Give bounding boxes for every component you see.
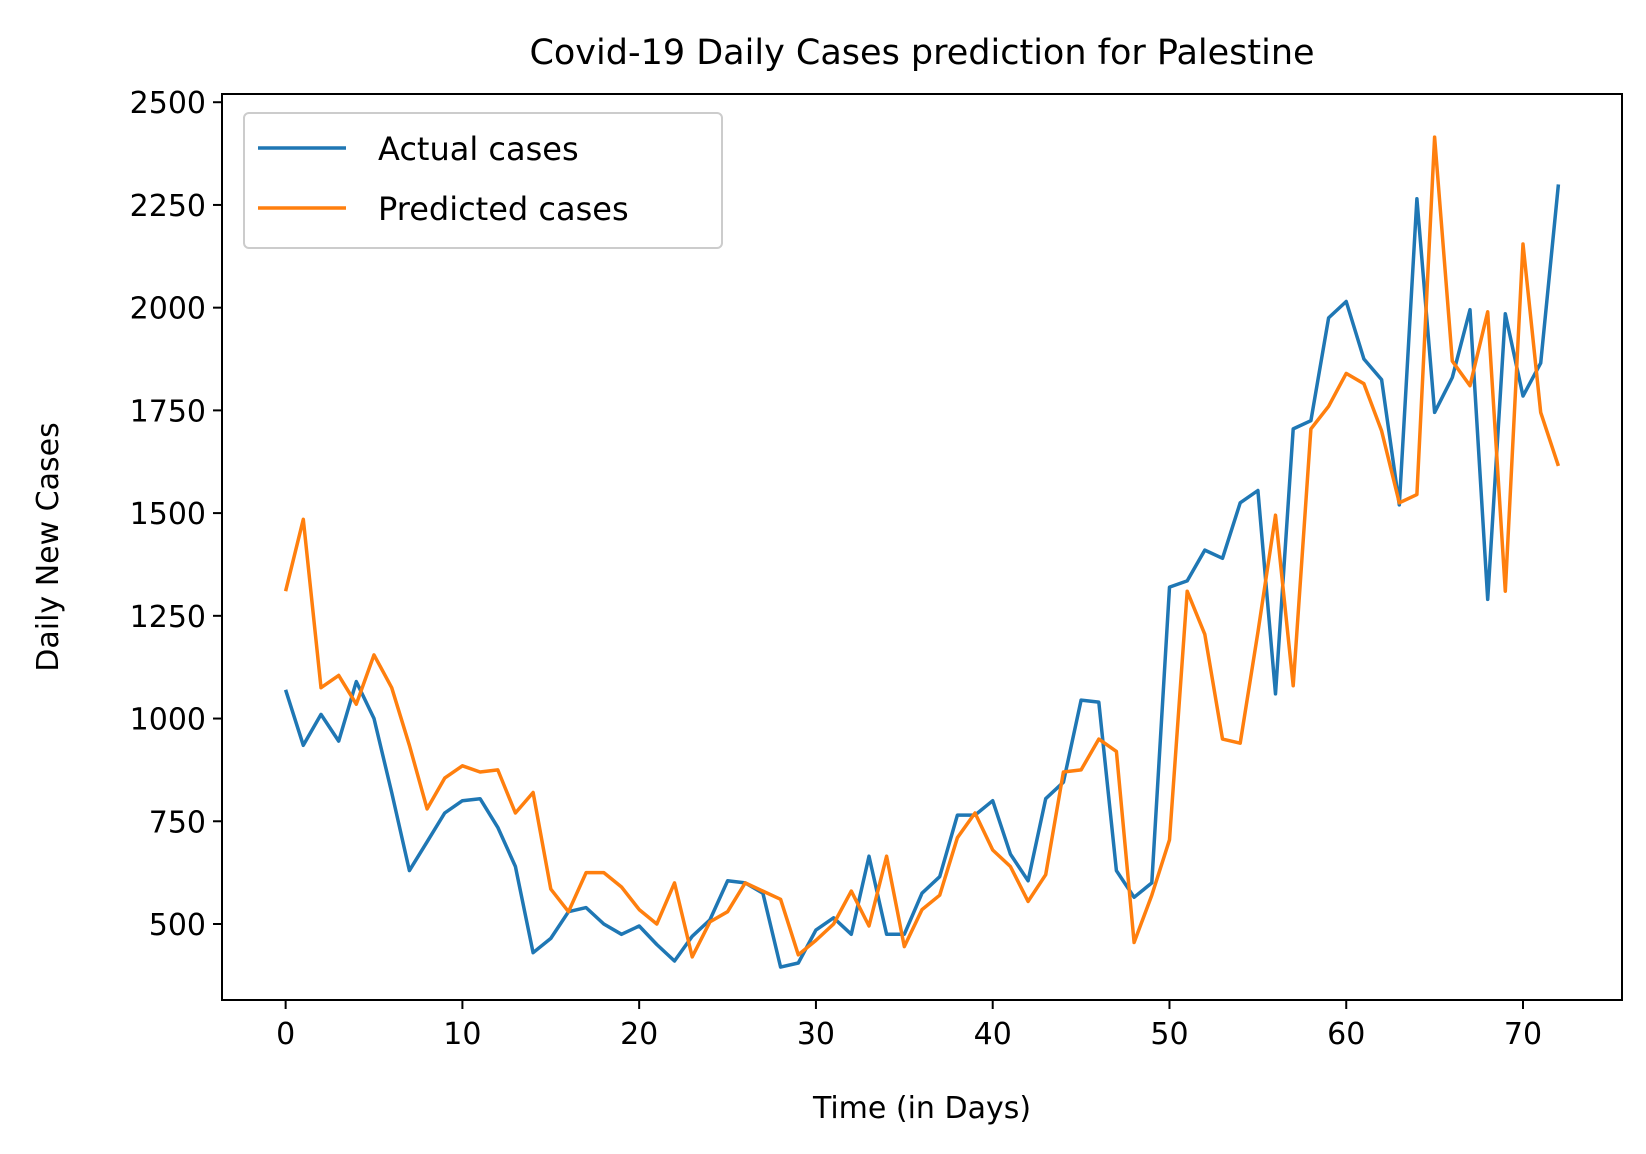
y-axis: 500 750 1000 1250 1500 1750 2000 2250 2500	[130, 86, 222, 943]
legend-box	[243, 112, 723, 249]
plot-frame	[221, 93, 1623, 1001]
x-tick-label: 30	[797, 1017, 835, 1052]
legend: Actual cases Predicted cases	[243, 112, 723, 249]
x-tick-label: 70	[1504, 1017, 1542, 1052]
x-tick-label: 10	[443, 1017, 481, 1052]
x-tick-label: 50	[1150, 1017, 1188, 1052]
x-axis-label: Time (in Days)	[812, 1091, 1031, 1126]
y-tick-label: 1750	[130, 394, 206, 429]
y-tick-label: 1500	[130, 497, 206, 532]
y-tick-label: 1250	[130, 600, 206, 635]
series-line-predicted-cases	[283, 135, 1561, 959]
series-layer	[283, 135, 1561, 969]
y-tick-label: 750	[149, 805, 206, 840]
y-tick-label: 2500	[130, 86, 206, 121]
x-tick-label: 40	[974, 1017, 1012, 1052]
y-tick-label: 2250	[130, 189, 206, 224]
x-tick-label: 20	[620, 1017, 658, 1052]
x-tick-label: 60	[1327, 1017, 1365, 1052]
series-line-actual-cases	[283, 184, 1561, 969]
legend-label-actual: Actual cases	[378, 130, 579, 168]
chart-title: Covid-19 Daily Cases prediction for Pale…	[529, 33, 1314, 73]
y-tick-label: 500	[149, 908, 206, 943]
y-axis-label: Daily New Cases	[31, 422, 66, 671]
y-tick-label: 1000	[130, 703, 206, 738]
legend-label-predicted: Predicted cases	[378, 190, 629, 228]
y-tick-label: 2000	[130, 292, 206, 327]
x-axis: 0 10 20 30 40 50 60 70	[276, 1000, 1542, 1052]
x-tick-label: 0	[276, 1017, 295, 1052]
